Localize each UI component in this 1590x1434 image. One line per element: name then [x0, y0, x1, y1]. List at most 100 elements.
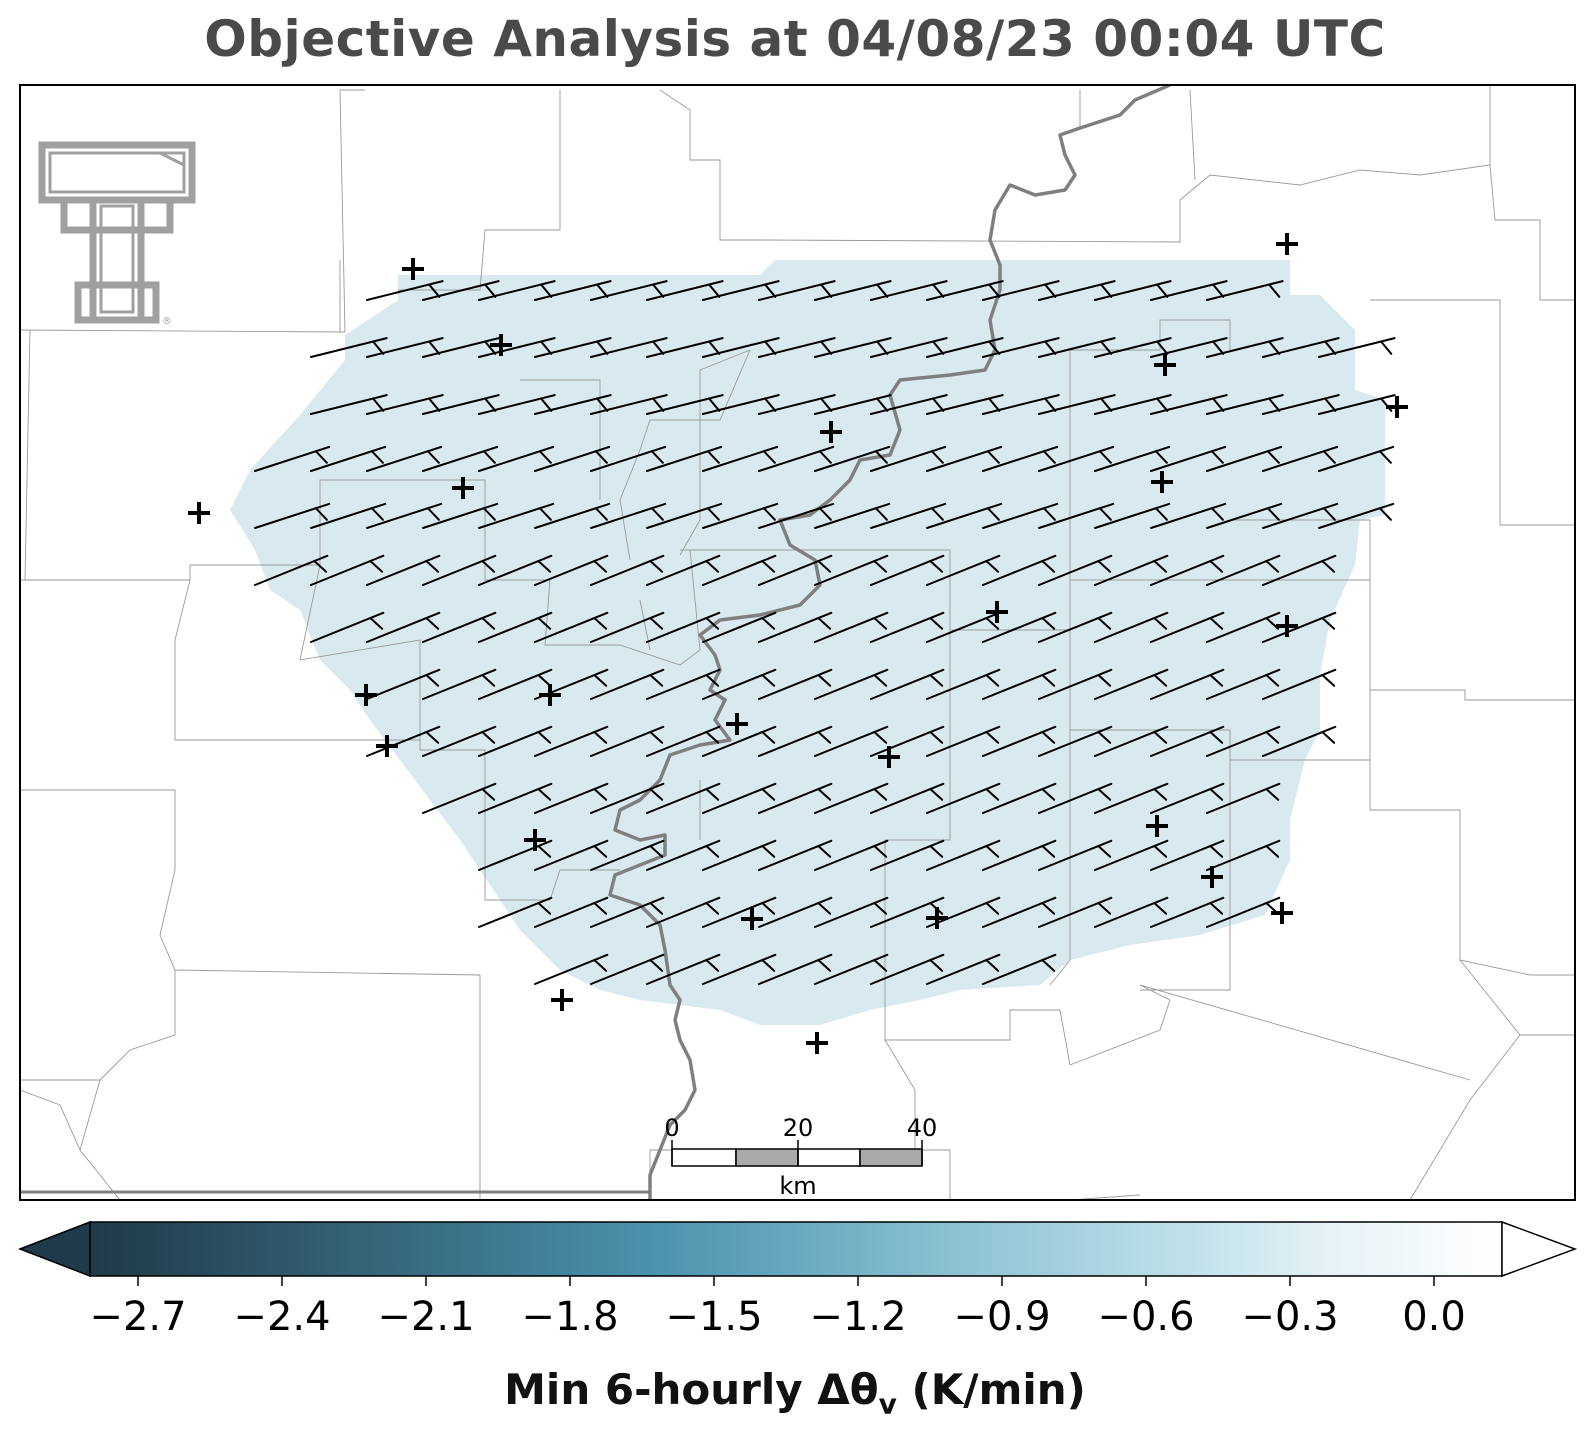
scale-bar: 0 20 40 km [664, 1114, 937, 1200]
wind-barb-flag [537, 845, 552, 858]
wind-barb-flag [1265, 674, 1280, 687]
colorbar-tick-label: −0.9 [953, 1294, 1050, 1340]
wind-barb-flag [538, 507, 552, 521]
wind-barb-flag [1153, 845, 1168, 858]
wind-barb-flag [1321, 674, 1336, 687]
wind-barb-flag [761, 674, 776, 687]
wind-barb-flag [985, 902, 1000, 915]
colorbar: −2.7 −2.4 −2.1 −1.8 −1.5 −1.2 −0.9 −0.6 −0.3 0.0 [17, 1220, 1578, 1340]
wind-barb-flag [820, 397, 833, 412]
wind-barb-flag [1042, 507, 1056, 521]
wind-barb-flag [705, 560, 720, 573]
wind-barb-flag [929, 560, 944, 573]
wind-barb-flag [1378, 450, 1392, 464]
wind-barb-flag [873, 902, 888, 915]
wind-barb-flag [1041, 674, 1056, 687]
colorbar-label-sub: v [878, 1387, 897, 1421]
wind-barb-flag [652, 283, 665, 298]
wind-barb-flag [369, 560, 384, 573]
wind-barb-flag [425, 731, 440, 744]
wind-barb-flag [761, 902, 776, 915]
wind-barb-flag [1212, 283, 1225, 298]
colorbar-tick-label: −2.7 [89, 1294, 186, 1340]
wind-barb-flag [817, 731, 832, 744]
colorbar-label: Min 6-hourly Δθv (K/min) [0, 1365, 1590, 1420]
station-marker [741, 908, 763, 930]
wind-barb-flag [705, 731, 720, 744]
wind-barb-flag [1097, 845, 1112, 858]
station-marker [878, 746, 900, 768]
wind-barb-flag [484, 397, 497, 412]
wind-barb-flag [540, 340, 553, 355]
wind-barb-flag [537, 902, 552, 915]
wind-barb-flag [985, 788, 1000, 801]
wind-barbs [254, 280, 1396, 985]
wind-barb-flag [932, 283, 945, 298]
wind-barb-flag [818, 507, 832, 521]
station-marker [1151, 471, 1173, 493]
wind-barb-flag [876, 340, 889, 355]
wind-barb-flag [314, 507, 328, 521]
station-marker [1386, 396, 1408, 418]
wind-barb-flag [1380, 340, 1393, 355]
wind-barb-flag [1097, 560, 1112, 573]
wind-barb-flag [537, 731, 552, 744]
wind-barb-flag [705, 617, 720, 630]
wind-barb-flag [761, 560, 776, 573]
wind-barb-flag [764, 340, 777, 355]
wind-barb-flag [762, 507, 776, 521]
station-marker [490, 334, 512, 356]
wind-barb-flag [761, 731, 776, 744]
wind-barb-flag [985, 959, 1000, 972]
map-frame [19, 84, 1576, 1201]
wind-barb-flag [1098, 507, 1112, 521]
texas-tech-double-t-logo [38, 141, 196, 324]
station-marker [452, 477, 474, 499]
wind-barb-flag [1209, 731, 1224, 744]
wind-barb-flag [426, 507, 440, 521]
wind-barb-flag [428, 397, 441, 412]
wind-barb-flag [873, 617, 888, 630]
wind-barb-flag [817, 845, 832, 858]
wind-barb-flag [593, 674, 608, 687]
wind-barb-flag [929, 674, 944, 687]
wind-barb-flag [1266, 450, 1280, 464]
wind-barb-flag [818, 450, 832, 464]
wind-barb-flag [1212, 397, 1225, 412]
wind-barb-flag [594, 450, 608, 464]
wind-barb-flag [761, 959, 776, 972]
scale-tick-0: 0 [664, 1114, 679, 1142]
wind-barb-flag [1153, 731, 1168, 744]
wind-barb-flag [1265, 788, 1280, 801]
wind-barb-flag [873, 959, 888, 972]
wind-barb-flag [652, 397, 665, 412]
wind-barb-flag [1153, 902, 1168, 915]
wind-barb-flag [705, 788, 720, 801]
wind-barb-flag [313, 560, 328, 573]
wind-barb-flag [817, 617, 832, 630]
wind-barb-flag [596, 397, 609, 412]
wind-barb-flag [540, 283, 553, 298]
station-marker [551, 989, 573, 1011]
wind-barb-flag [1209, 902, 1224, 915]
wind-barb-flag [1097, 674, 1112, 687]
wind-barb-flag [425, 617, 440, 630]
station-marker [1276, 615, 1298, 637]
wind-barb-flag [985, 845, 1000, 858]
station-markers [188, 233, 1408, 1054]
wind-barb-flag [481, 617, 496, 630]
wind-barb-flag [1041, 959, 1056, 972]
wind-barb-flag [649, 560, 664, 573]
station-marker [1271, 902, 1293, 924]
colorbar-gradient [89, 1221, 1503, 1277]
wind-barb-flag [1378, 507, 1392, 521]
wind-barb-flag [1153, 674, 1168, 687]
wind-barb-flag [1209, 560, 1224, 573]
wind-barb-flag [1100, 283, 1113, 298]
page-title: Objective Analysis at 04/08/23 00:04 UTC [204, 10, 1386, 68]
colorbar-tick-label: −2.4 [233, 1294, 330, 1340]
wind-barb-flag [1042, 450, 1056, 464]
wind-barb-flag [873, 845, 888, 858]
wind-barb-flag [1153, 617, 1168, 630]
wind-barb-flag [426, 450, 440, 464]
